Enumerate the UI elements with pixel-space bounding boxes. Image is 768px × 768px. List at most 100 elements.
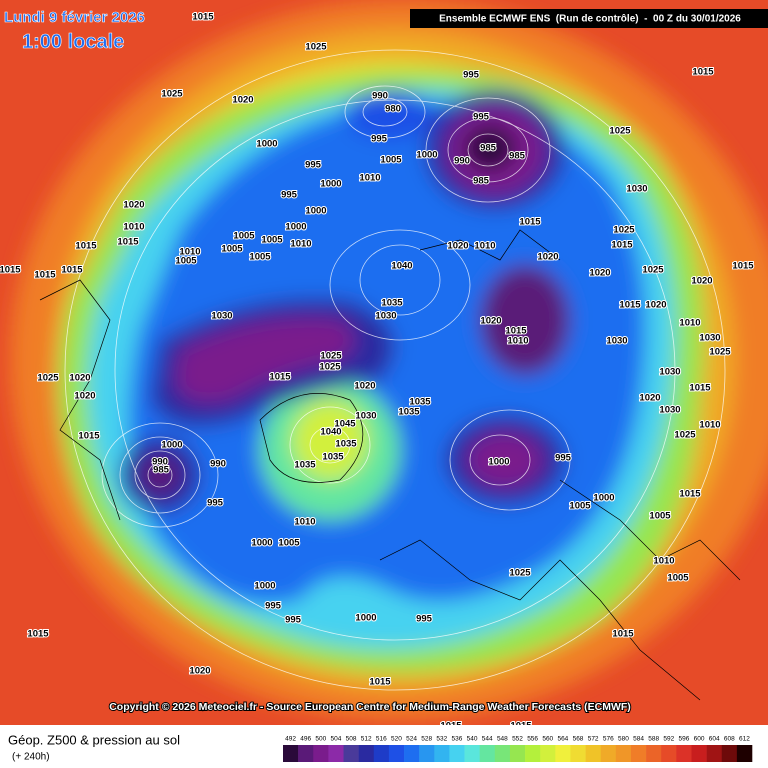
colorbar-swatch xyxy=(404,745,420,762)
colorbar-tick-label: 536 xyxy=(452,736,463,743)
colorbar-swatch xyxy=(343,745,359,762)
isobar-label: 1035 xyxy=(322,452,344,463)
isobar-label: 990 xyxy=(454,156,470,167)
isobar-label: 1015 xyxy=(75,241,97,252)
isobar-label: 1015 xyxy=(519,217,541,228)
isobar-label: 1020 xyxy=(537,252,558,263)
colorbar-tick-label: 588 xyxy=(648,736,659,743)
colorbar-tick-label: 512 xyxy=(361,736,372,743)
isobar-label: 995 xyxy=(305,160,322,171)
isobar-label: 1020 xyxy=(480,316,501,327)
isobar-label: 1000 xyxy=(254,581,275,592)
isobar-label: 1005 xyxy=(278,538,300,549)
isobar-label: 1025 xyxy=(609,126,631,137)
isobar-label: 1010 xyxy=(679,318,700,329)
colorbar-tick-label: 564 xyxy=(557,736,568,743)
isobar-label: 1030 xyxy=(606,336,627,347)
isobar-label: 1005 xyxy=(175,256,197,267)
copyright: Copyright © 2026 Meteociel.fr - Source E… xyxy=(109,701,631,713)
isobar-label: 1015 xyxy=(369,677,391,688)
isobar-label: 1010 xyxy=(699,420,720,431)
colorbar-swatch xyxy=(661,745,677,762)
isobar-label: 1025 xyxy=(305,42,327,53)
isobar-label: 1015 xyxy=(689,383,711,394)
isobar-label: 1010 xyxy=(294,517,315,528)
isobar-label: 1025 xyxy=(320,351,342,362)
colorbar-tick-label: 572 xyxy=(588,736,599,743)
colorbar-tick-label: 600 xyxy=(694,736,705,743)
colorbar-tick-label: 560 xyxy=(542,736,553,743)
isobar-label: 1025 xyxy=(319,362,341,373)
isobar-label: 985 xyxy=(480,143,497,154)
isobar-label: 1035 xyxy=(381,298,403,309)
run: Ensemble ECMWF ENS (Run de contrôle) - 0… xyxy=(439,14,741,25)
isobar-label: 1020 xyxy=(447,241,468,252)
legend-title: Géop. Z500 & pression au sol xyxy=(8,732,180,747)
colorbar-tick-label: 540 xyxy=(467,736,478,743)
isobar-label: 1030 xyxy=(659,367,680,378)
colorbar-tick-label: 552 xyxy=(512,736,523,743)
isobar-label: 1000 xyxy=(285,222,306,233)
isobar-label: 995 xyxy=(371,134,388,145)
isobar-label: 1025 xyxy=(709,347,731,358)
isobar-label: 1015 xyxy=(692,67,714,78)
isobar-label: 1015 xyxy=(440,721,462,732)
colorbar: 492 496 500 504 508 512 516 520 524 528 532 536 540 5… xyxy=(283,736,753,762)
isobar-label: 1030 xyxy=(659,405,680,416)
isobar-label: 1035 xyxy=(398,407,420,418)
isobar-label: 995 xyxy=(473,112,490,123)
isobar-label: 1015 xyxy=(510,721,532,732)
colorbar-swatch xyxy=(691,745,707,762)
isobar-label: 1005 xyxy=(221,244,243,255)
colorbar-swatch xyxy=(464,745,480,762)
isobar-label: 1005 xyxy=(249,252,271,263)
colorbar-tick-label: 608 xyxy=(724,736,735,743)
isobar-label: 995 xyxy=(416,614,433,625)
colorbar-tick-label: 504 xyxy=(331,736,342,743)
colorbar-swatch xyxy=(449,745,465,762)
colorbar-swatch xyxy=(373,745,390,762)
isobar-label: 1025 xyxy=(613,225,635,236)
isobar-label: 1015 xyxy=(78,431,100,442)
isobar-label: 1010 xyxy=(179,247,200,258)
coastlines xyxy=(39,229,741,701)
isobar-label: 1015 xyxy=(27,629,49,640)
isobar-label: 985 xyxy=(509,151,526,162)
isobar-label: 1015 xyxy=(619,300,641,311)
colorbar-tick-label: 496 xyxy=(300,736,311,743)
isobar-label: 990 xyxy=(372,91,388,102)
isobar-label: 980 xyxy=(385,104,401,115)
isobar-label: 1015 xyxy=(505,326,527,337)
isobars xyxy=(64,49,726,691)
colorbar-swatch xyxy=(646,745,662,762)
isobar-label: 1025 xyxy=(674,430,696,441)
colorbar-tick-label: 584 xyxy=(633,736,644,743)
colorbar-tick-label: 528 xyxy=(421,736,432,743)
isobar-label: 1000 xyxy=(320,179,341,190)
colorbar-tick-label: 516 xyxy=(376,736,387,743)
isobar-label: 1000 xyxy=(251,538,272,549)
colorbar-swatch xyxy=(676,745,692,762)
isobar-label: 995 xyxy=(285,615,302,626)
colorbar-swatch xyxy=(509,745,526,762)
colorbar-swatch xyxy=(600,745,617,762)
isobar-label: 1030 xyxy=(626,184,647,195)
colorbar-swatch xyxy=(615,745,632,762)
isobar-label: 1020 xyxy=(123,200,144,211)
isobar-label: 1000 xyxy=(593,493,614,504)
isobar-label: 1015 xyxy=(117,237,139,248)
isobar-label: 1010 xyxy=(290,239,311,250)
colorbar-swatch xyxy=(706,745,723,762)
isobar-label: 990 xyxy=(152,457,168,468)
isobar-label: 995 xyxy=(265,601,282,612)
isobar-label: 1040 xyxy=(320,427,341,438)
colorbar-swatch xyxy=(585,745,602,762)
isobar-label: 990 xyxy=(210,459,226,470)
date: Lundi 9 février 2026 xyxy=(4,9,145,26)
colorbar-tick-label: 532 xyxy=(436,736,447,743)
colorbar-swatch xyxy=(570,745,586,762)
colorbar-tick-label: 612 xyxy=(739,736,750,743)
colorbar-tick-label: 592 xyxy=(663,736,674,743)
